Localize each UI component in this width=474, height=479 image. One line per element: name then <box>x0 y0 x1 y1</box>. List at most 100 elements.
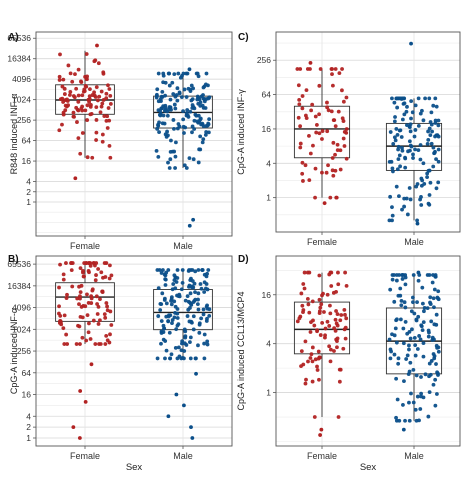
data-point <box>93 342 98 346</box>
data-point <box>76 99 81 104</box>
data-point <box>192 127 197 131</box>
data-point <box>72 95 77 100</box>
data-point <box>397 418 402 423</box>
data-point <box>435 370 440 375</box>
data-point <box>411 367 416 372</box>
data-point <box>388 347 393 352</box>
data-point <box>187 300 192 305</box>
data-point <box>413 353 418 358</box>
y-tick-label: 1 <box>266 193 271 203</box>
data-point <box>402 96 406 101</box>
y-tick-label: 2 <box>26 422 31 432</box>
data-point <box>172 126 176 131</box>
data-point <box>329 109 334 114</box>
data-point <box>108 263 112 268</box>
data-point <box>390 277 395 282</box>
data-point <box>397 153 402 158</box>
y-axis-title: CpG-A induced INF-α <box>9 308 19 394</box>
data-point <box>172 72 177 77</box>
data-point <box>422 182 427 186</box>
data-point <box>68 93 72 97</box>
data-point <box>338 148 343 153</box>
data-point <box>65 342 70 346</box>
data-point <box>304 377 308 382</box>
data-point <box>390 218 394 223</box>
data-point <box>394 376 399 381</box>
data-point <box>411 400 416 405</box>
data-point <box>166 268 171 272</box>
x-category-label: Female <box>307 237 337 247</box>
data-point <box>324 170 329 175</box>
data-point <box>57 285 61 290</box>
data-point <box>398 286 403 291</box>
data-point <box>432 322 437 327</box>
data-point <box>316 349 321 354</box>
data-point <box>197 330 202 335</box>
data-point <box>178 75 183 80</box>
data-point <box>198 116 203 121</box>
data-point <box>65 292 69 297</box>
data-point <box>80 335 85 340</box>
data-point <box>58 97 63 102</box>
data-point <box>182 87 187 92</box>
data-point <box>85 118 90 122</box>
data-point <box>421 161 426 166</box>
outlier-point <box>415 221 420 226</box>
data-point <box>328 303 332 308</box>
data-point <box>299 349 304 354</box>
data-point <box>83 108 88 113</box>
data-point <box>337 379 342 384</box>
x-axis-title: Sex <box>360 462 377 473</box>
data-point <box>176 71 181 76</box>
data-point <box>333 168 338 173</box>
data-point <box>433 121 438 125</box>
data-point <box>169 352 174 357</box>
data-point <box>390 213 395 218</box>
y-tick-label: 1 <box>266 388 271 398</box>
data-point <box>85 103 90 108</box>
data-point <box>201 312 206 317</box>
panel-label: C) <box>238 32 249 43</box>
data-point <box>158 302 163 306</box>
data-point <box>98 110 103 115</box>
data-point <box>393 115 397 119</box>
data-point <box>401 403 405 407</box>
data-point <box>206 122 211 127</box>
data-point <box>428 302 433 306</box>
data-point <box>171 282 176 286</box>
data-point <box>159 319 164 323</box>
data-point <box>58 262 62 267</box>
y-tick-label: 16 <box>262 290 272 300</box>
data-point <box>315 364 319 369</box>
data-point <box>434 312 439 317</box>
data-point <box>400 277 405 281</box>
data-point <box>412 311 417 316</box>
data-point <box>173 345 178 350</box>
data-point <box>188 335 193 340</box>
data-point <box>408 360 413 365</box>
y-tick-label: 256 <box>257 55 271 65</box>
data-point <box>299 291 304 296</box>
data-point <box>317 273 322 278</box>
data-point <box>391 169 395 174</box>
data-point <box>428 295 433 300</box>
data-point <box>418 157 423 162</box>
data-point <box>297 97 302 102</box>
data-point <box>332 118 337 123</box>
data-point <box>416 148 421 153</box>
data-point <box>68 89 73 94</box>
data-point <box>342 327 347 332</box>
data-point <box>434 157 438 162</box>
y-tick-label: 16 <box>22 390 32 400</box>
data-point <box>330 168 335 173</box>
data-point <box>389 159 394 164</box>
outlier-point <box>182 403 186 408</box>
data-point <box>414 184 419 189</box>
data-point <box>311 318 315 323</box>
data-point <box>421 354 426 359</box>
data-point <box>173 94 178 99</box>
data-point <box>400 273 405 277</box>
data-point <box>108 332 112 337</box>
data-point <box>92 261 96 265</box>
data-point <box>164 348 169 353</box>
